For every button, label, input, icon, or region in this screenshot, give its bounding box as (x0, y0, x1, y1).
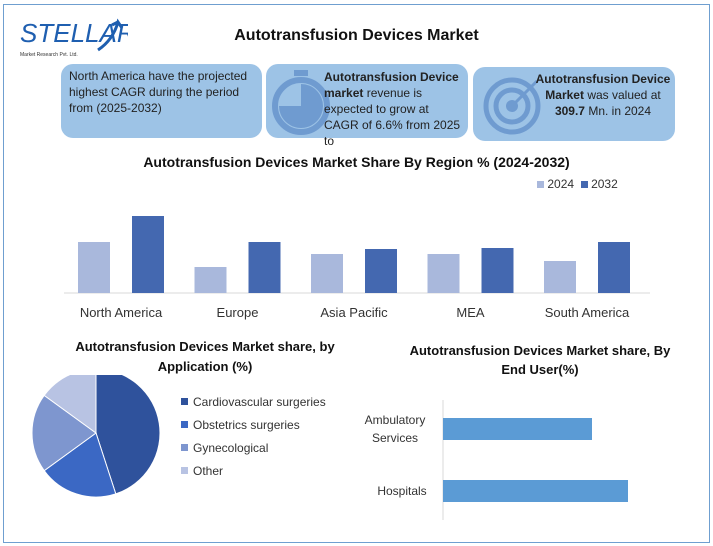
bar-2032 (365, 249, 397, 293)
enduser-chart-title: Autotransfusion Devices Market share, By… (409, 343, 671, 377)
x-tick-label: North America (80, 305, 163, 320)
info-card-value: Autotransfusion Device Market was valued… (473, 67, 675, 141)
bar-2024 (194, 267, 227, 293)
bar-2032 (248, 242, 281, 293)
pie-slice (43, 375, 97, 434)
legend-2024: 2024 (547, 177, 575, 191)
legend-swatch (181, 444, 188, 451)
y-tick-label: Ambulatory (365, 413, 426, 427)
bar-2024 (427, 254, 460, 293)
pie-slice (43, 432, 117, 498)
svg-text:Market Research Pvt. Ltd.: Market Research Pvt. Ltd. (20, 52, 78, 58)
bar-2024 (78, 242, 110, 293)
region-legend: 2024 2032 (537, 177, 618, 191)
market-value: 309.7 (554, 104, 585, 118)
bar-2024 (311, 254, 343, 293)
y-tick-label: Services (372, 431, 418, 445)
y-tick-label: Hospitals (377, 484, 426, 498)
info-card-revenue: Autotransfusion Device market revenue is… (266, 64, 468, 148)
enduser-bar-chart: Ambulatory Services Hospitals (365, 400, 628, 520)
bar-2032 (132, 216, 164, 293)
application-chart-title: Autotransfusion Devices Market share, by… (75, 339, 335, 374)
info-card-cagr: North America have the projected highest… (61, 64, 262, 138)
bar (443, 480, 628, 502)
application-pie-chart: Cardiovascular surgeries Obstetrics surge… (31, 375, 326, 498)
card-text: was valued at (583, 88, 661, 102)
page-title: Autotransfusion Devices Market (234, 27, 479, 44)
x-tick-label: MEA (456, 305, 485, 320)
legend-swatch (181, 398, 188, 405)
card-bold: Autotransfusion Device Market (535, 72, 671, 102)
card-text: North America have the projected highest… (69, 69, 248, 115)
card-text: Mn. in 2024 (584, 104, 652, 118)
legend-label: Gynecological (193, 441, 268, 455)
legend-swatch (181, 421, 188, 428)
bar (443, 418, 592, 440)
legend-swatch (181, 467, 188, 474)
card-text: revenue is expected to grow at CAGR of 6… (324, 86, 461, 148)
x-tick-label: Europe (217, 305, 259, 320)
region-bar-chart: North America Europe Asia Pacific MEA South … (64, 216, 650, 320)
legend-label: Other (193, 464, 223, 478)
legend-label: Cardiovascular surgeries (193, 395, 326, 409)
stopwatch-icon (272, 70, 330, 135)
x-tick-label: Asia Pacific (320, 305, 388, 320)
bar-2032 (481, 248, 514, 293)
target-icon (483, 77, 541, 135)
logo: STELLAR Market Research Pvt. Ltd. (18, 10, 136, 60)
legend-2032: 2032 (591, 177, 618, 191)
pie-slice (95, 375, 161, 495)
bar-2024 (544, 261, 576, 293)
frame (3, 4, 710, 543)
card-bold: Autotransfusion Device market (324, 70, 459, 100)
region-chart-title: Autotransfusion Devices Market Share By … (143, 154, 570, 170)
pie-slice (31, 394, 97, 472)
x-tick-label: South America (545, 305, 630, 320)
legend-label: Obstetrics surgeries (193, 418, 300, 432)
bar-2032 (598, 242, 630, 293)
